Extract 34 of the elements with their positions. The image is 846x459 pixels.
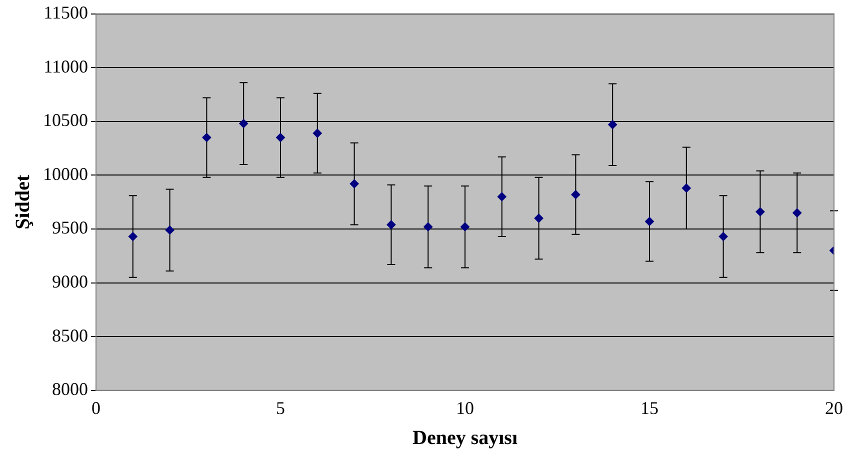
y-tick-label: 8500 [52, 325, 88, 346]
point [202, 133, 212, 142]
y-tick-label: 11000 [44, 56, 88, 76]
x-tick-label: 15 [640, 398, 658, 418]
point [239, 119, 248, 128]
point [460, 222, 470, 232]
point [718, 232, 728, 242]
point [534, 214, 544, 223]
point [165, 226, 174, 235]
y-axis-title: Şiddet [12, 174, 34, 230]
x-tick-label: 0 [92, 398, 100, 418]
point [276, 133, 285, 142]
y-tick-label: 11500 [44, 2, 88, 23]
point [792, 208, 802, 218]
point [128, 232, 138, 242]
point [497, 192, 506, 202]
x-tick-label: 20 [825, 398, 843, 418]
y-tick-label: 9500 [52, 218, 88, 238]
x-tick-label: 10 [456, 398, 474, 418]
y-tick-label: 10500 [43, 110, 88, 130]
point [608, 120, 618, 130]
point [350, 179, 359, 188]
point [386, 220, 396, 230]
point [312, 128, 322, 138]
point [682, 184, 691, 193]
point [756, 207, 765, 216]
point [571, 190, 580, 200]
x-axis-title: Deney sayısı [412, 427, 518, 450]
y-tick-label: 9000 [52, 272, 88, 292]
point [424, 222, 433, 232]
y-tick-label: 10000 [43, 164, 88, 184]
y-tick-label: 8000 [52, 379, 88, 400]
point [645, 216, 654, 226]
x-tick-label: 5 [276, 398, 285, 418]
